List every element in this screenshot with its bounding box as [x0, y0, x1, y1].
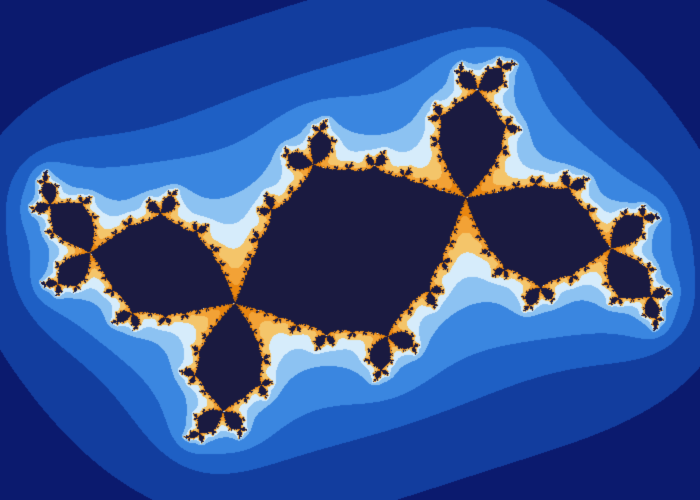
fractal-image-container	[0, 0, 700, 500]
julia-fractal-canvas	[0, 0, 700, 500]
